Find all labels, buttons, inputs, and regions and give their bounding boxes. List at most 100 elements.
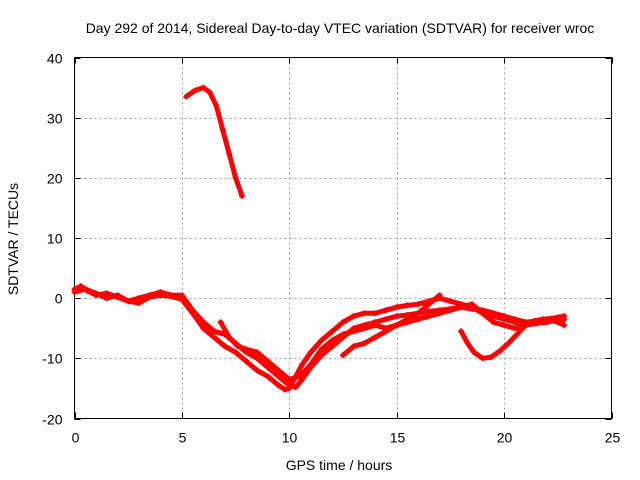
- data-point: [393, 322, 400, 329]
- data-series: [71, 84, 568, 393]
- data-point: [464, 340, 471, 347]
- data-point: [254, 349, 261, 356]
- data-point: [340, 331, 346, 338]
- data-point: [275, 367, 282, 374]
- x-tick-label: 10: [282, 430, 298, 446]
- data-point: [511, 319, 518, 326]
- y-tick-label: -20: [42, 412, 62, 428]
- data-point: [471, 349, 477, 356]
- series-line-track-c: [72, 286, 567, 393]
- data-point: [350, 313, 357, 320]
- data-point: [243, 358, 250, 365]
- data-point: [393, 304, 400, 311]
- data-point: [282, 386, 288, 393]
- data-point: [71, 289, 78, 296]
- data-point: [425, 313, 432, 320]
- data-point: [292, 384, 299, 391]
- data-point: [436, 310, 443, 317]
- data-point: [168, 293, 175, 300]
- data-point: [340, 352, 346, 359]
- data-point: [361, 325, 368, 332]
- data-point: [458, 328, 465, 335]
- data-point: [436, 292, 443, 299]
- data-point: [219, 126, 226, 133]
- data-point: [299, 361, 306, 368]
- data-point: [561, 313, 568, 320]
- x-tick-label: 0: [72, 430, 80, 446]
- data-point: [189, 310, 196, 317]
- data-point: [221, 343, 228, 350]
- data-point: [254, 367, 261, 374]
- x-axis-label: GPS time / hours: [286, 457, 393, 473]
- data-point: [232, 349, 239, 356]
- y-tick-label: 30: [47, 111, 63, 127]
- data-point: [415, 310, 422, 317]
- data-point: [548, 316, 555, 323]
- data-point: [479, 310, 486, 317]
- data-point: [415, 301, 422, 308]
- data-point: [350, 343, 357, 350]
- data-point: [490, 313, 497, 320]
- data-point: [286, 385, 293, 392]
- data-point: [511, 325, 518, 332]
- data-point: [200, 325, 207, 332]
- y-tick-label: 0: [55, 291, 63, 307]
- data-point: [447, 307, 454, 314]
- data-point: [307, 361, 314, 368]
- data-point: [307, 349, 314, 356]
- data-point: [82, 286, 89, 293]
- data-point: [329, 328, 336, 335]
- data-point: [264, 373, 271, 380]
- data-point: [191, 87, 198, 94]
- data-point: [404, 319, 411, 326]
- y-tick-label: -10: [42, 351, 62, 367]
- data-point: [234, 343, 241, 350]
- data-point: [539, 316, 546, 323]
- data-point: [213, 102, 220, 109]
- data-point: [232, 174, 239, 181]
- data-point: [103, 295, 110, 302]
- data-point: [206, 89, 213, 96]
- data-point: [561, 322, 568, 329]
- data-point: [318, 337, 325, 344]
- data-point: [531, 318, 538, 324]
- data-point: [329, 337, 336, 344]
- data-point: [254, 355, 261, 362]
- data-point: [372, 322, 379, 329]
- data-point: [447, 298, 454, 305]
- axis-ticks: 0 5 10 15 20 25 -20 -10 0 10 20 30 40: [42, 51, 620, 446]
- data-point: [226, 334, 233, 341]
- data-point: [383, 328, 389, 335]
- data-point: [211, 328, 218, 335]
- data-point: [415, 316, 422, 323]
- x-tick-label: 25: [605, 430, 621, 446]
- x-tick-label: 5: [179, 430, 187, 446]
- data-point: [361, 340, 368, 347]
- data-point: [178, 296, 185, 303]
- data-point: [157, 292, 164, 299]
- data-point: [501, 322, 508, 329]
- data-point: [264, 364, 271, 371]
- chart-title: Day 292 of 2014, Sidereal Day-to-day VTE…: [86, 20, 595, 36]
- series-line-track-a: [183, 85, 245, 199]
- data-point: [505, 340, 512, 347]
- data-point: [372, 334, 379, 341]
- y-tick-label: 10: [47, 231, 63, 247]
- data-point: [556, 314, 563, 321]
- y-tick-label: 40: [47, 51, 63, 67]
- data-point: [393, 313, 400, 320]
- data-point: [135, 300, 142, 306]
- y-axis-label: SDTVAR / TECUs: [5, 183, 21, 295]
- data-point: [200, 84, 207, 91]
- data-point: [146, 294, 153, 300]
- data-point: [488, 354, 495, 361]
- data-point: [383, 307, 389, 314]
- data-point: [286, 376, 293, 383]
- data-point: [318, 346, 325, 353]
- data-point: [125, 298, 132, 305]
- data-point: [490, 319, 497, 326]
- data-point: [522, 322, 529, 329]
- data-point: [275, 373, 282, 380]
- data-point: [501, 316, 508, 323]
